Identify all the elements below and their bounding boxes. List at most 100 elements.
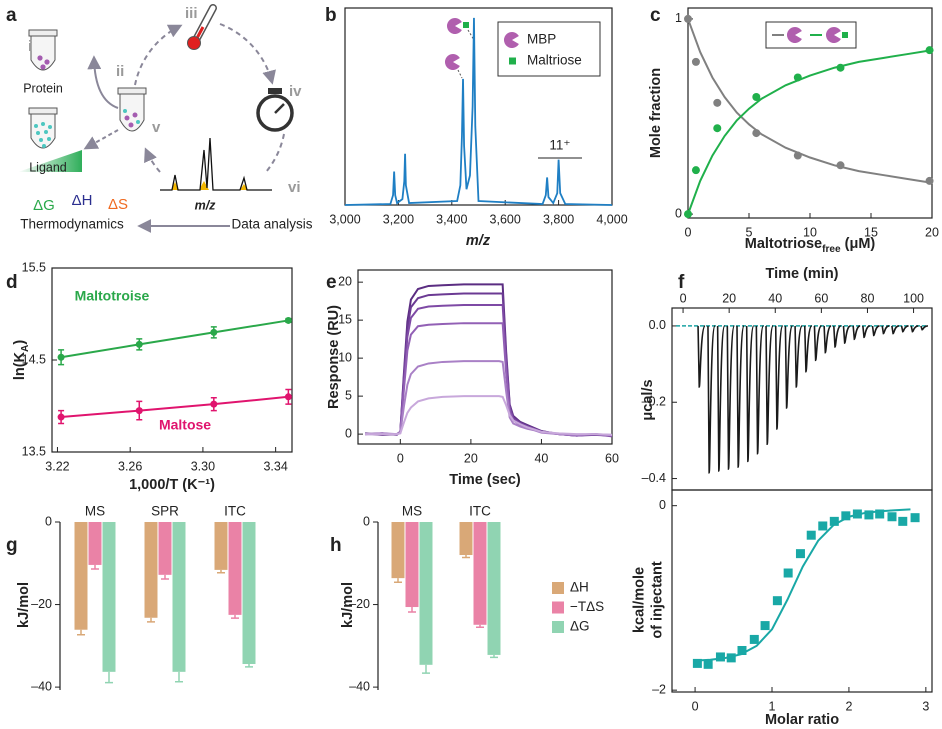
error-bar [217, 569, 225, 574]
bar [391, 522, 405, 579]
injection-peak [862, 325, 871, 339]
arrow [87, 55, 119, 109]
bar [405, 522, 419, 608]
marker [284, 316, 292, 324]
y-tick-label: –40 [349, 679, 370, 693]
cycle-arrows [134, 23, 285, 173]
series-line [687, 49, 933, 215]
injection-peak [716, 325, 726, 472]
y-tick-label: 15.5 [22, 260, 46, 274]
y-tick-label: 0 [363, 514, 370, 528]
marker [713, 124, 722, 133]
y-tick-label: 10 [338, 350, 352, 364]
dh-symbol: ΔH [72, 192, 93, 209]
x-axis-label: Time (min) [765, 266, 838, 282]
c-legend [765, 21, 857, 49]
step-label: vi [288, 179, 301, 196]
marker [783, 568, 793, 578]
marker [864, 510, 874, 520]
y-axis-label: kJ/mol [16, 582, 32, 628]
panel-label: f [678, 272, 685, 293]
mix-dots [123, 109, 140, 128]
x-axis-label: 1,000/T (K⁻¹) [129, 477, 215, 493]
marker [772, 596, 782, 606]
protein-dot [37, 55, 43, 61]
injection-peak [823, 325, 832, 354]
x-tick-label: 3,000 [329, 212, 360, 226]
marker [841, 511, 851, 521]
error-bar [161, 574, 169, 580]
x-axis-label: m/z [466, 233, 491, 249]
legend-swatch [552, 582, 564, 594]
x-tick-label: 0 [685, 225, 692, 239]
y-tick-label: 0 [345, 426, 352, 440]
y-tick-label: 0.0 [649, 318, 666, 332]
injection-peak [842, 325, 851, 344]
injection-peak [803, 325, 813, 373]
tube-cap [28, 107, 58, 115]
y-tick-label: –2 [652, 682, 666, 696]
marker [210, 328, 218, 336]
injection-peak [765, 325, 774, 446]
marker [760, 621, 770, 631]
injection-peak [813, 325, 823, 362]
annotation: 11⁺ [549, 138, 570, 153]
bar [158, 522, 172, 575]
x-axis-label-sub: free [822, 244, 841, 255]
error-bar [77, 629, 85, 636]
y-tick-label: 15 [338, 312, 352, 326]
protein-dot [44, 59, 50, 65]
injection-peak [833, 325, 842, 348]
spectrum-label: m/z [195, 198, 217, 212]
bar [74, 522, 88, 630]
y-tick-label: –0.4 [642, 471, 666, 485]
injection-peak [891, 325, 900, 335]
y-axis-label-line: kcal/mole [631, 567, 647, 633]
y-tick-label: –20 [31, 597, 52, 611]
marker [713, 98, 722, 107]
error-bar [462, 555, 470, 559]
panel-label: a [6, 5, 17, 26]
legend-label: ΔG [570, 619, 590, 634]
panel-label: h [330, 535, 342, 556]
x-axis-label: Time (sec) [449, 472, 521, 488]
plot-frame [671, 489, 933, 693]
panel-label: g [6, 535, 18, 556]
x-tick-label: 4,000 [596, 212, 627, 226]
marker [752, 92, 761, 101]
x-axis-label: Maltotriosefree (μM) [745, 236, 876, 255]
legend-label: ΔH [570, 580, 589, 595]
marker [135, 340, 143, 348]
injection-peak [881, 325, 890, 335]
y-axis-label: ln(KA) [12, 340, 31, 381]
y-tick-label: –0.2 [642, 395, 666, 409]
y-tick-label: –40 [31, 679, 52, 693]
x-axis-label-unit: (μM) [845, 236, 876, 252]
series-line [365, 395, 613, 436]
injection-peak [726, 325, 736, 470]
ligand-tube [30, 113, 56, 149]
injection-peak [794, 325, 803, 388]
error-bar [105, 671, 113, 684]
series-label: Maltose [159, 417, 211, 433]
bar [473, 522, 487, 625]
stopwatch-button [268, 88, 282, 94]
x-tick-label: 100 [903, 291, 924, 305]
bar [228, 522, 242, 615]
injection-peak [910, 325, 919, 333]
marker [691, 57, 700, 66]
x-tick-label: 40 [534, 451, 548, 465]
marker [57, 353, 65, 361]
series-line [344, 17, 613, 206]
panel-label: d [6, 272, 18, 293]
marker [925, 176, 934, 185]
marker [795, 549, 805, 559]
workflow-diagram: a i Protein Ligand ii iii iv v vi m/z ΔG… [6, 4, 313, 233]
x-tick-label: 10 [803, 225, 817, 239]
tube-cap [28, 29, 58, 37]
x-tick-label: 0 [397, 451, 404, 465]
marker [726, 653, 736, 663]
injection-peak [852, 325, 861, 341]
legend-icon [509, 57, 516, 65]
